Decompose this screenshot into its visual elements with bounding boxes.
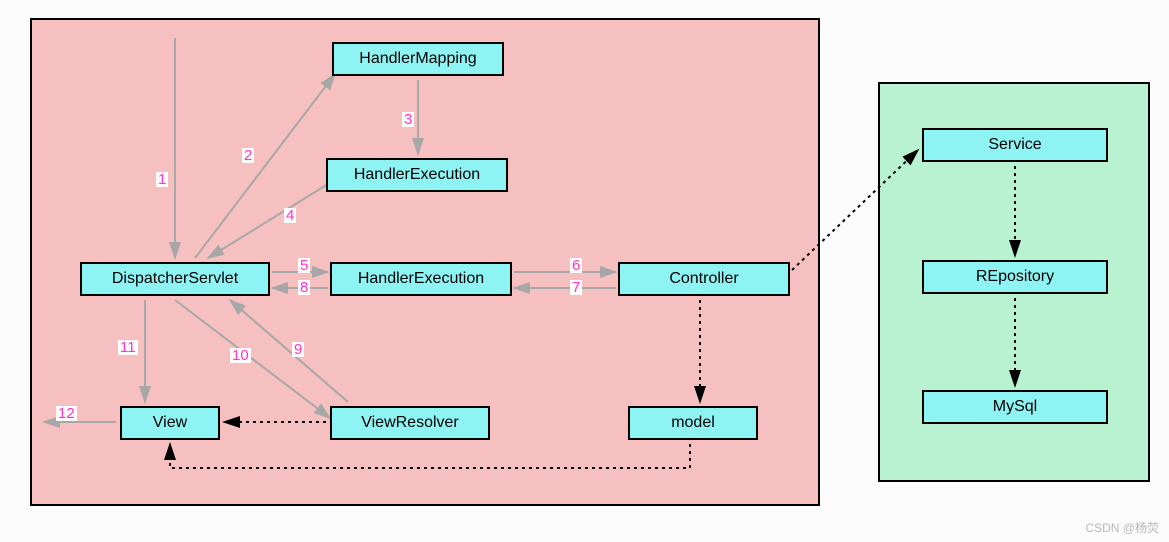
node-service: Service — [922, 128, 1108, 162]
edge-d_mdl_view — [170, 444, 690, 468]
edge-label-e7: 7 — [570, 280, 582, 295]
watermark: CSDN @杨荧 — [1085, 519, 1159, 536]
node-handlerExecution1: HandlerExecution — [326, 158, 508, 192]
node-mysql: MySql — [922, 390, 1108, 424]
node-repository: REpository — [922, 260, 1108, 294]
node-controller: Controller — [618, 262, 790, 296]
node-handlerMapping: HandlerMapping — [332, 42, 504, 76]
edge-label-e11: 11 — [118, 340, 138, 355]
edge-label-e4: 4 — [284, 208, 296, 223]
edge-label-e5: 5 — [298, 258, 310, 273]
edge-label-e10: 10 — [230, 348, 251, 363]
node-model: model — [628, 406, 758, 440]
node-handlerExecution2: HandlerExecution — [330, 262, 512, 296]
edge-label-e2: 2 — [242, 148, 254, 163]
edge-e10 — [175, 300, 330, 418]
node-dispatcherServlet: DispatcherServlet — [80, 262, 270, 296]
node-viewResolver: ViewResolver — [330, 406, 490, 440]
node-view: View — [120, 406, 220, 440]
edge-label-e1: 1 — [156, 172, 168, 187]
edge-label-e6: 6 — [570, 258, 582, 273]
edge-label-e3: 3 — [402, 112, 414, 127]
edge-label-e8: 8 — [298, 280, 310, 295]
diagram-canvas: HandlerMapping HandlerExecution Dispatcher… — [0, 0, 1169, 542]
edge-e2 — [195, 74, 335, 258]
edge-label-e12: 12 — [56, 406, 77, 421]
edge-e4 — [208, 184, 328, 258]
edge-label-e9: 9 — [292, 342, 304, 357]
edge-d_ctrl_svc — [792, 150, 918, 270]
